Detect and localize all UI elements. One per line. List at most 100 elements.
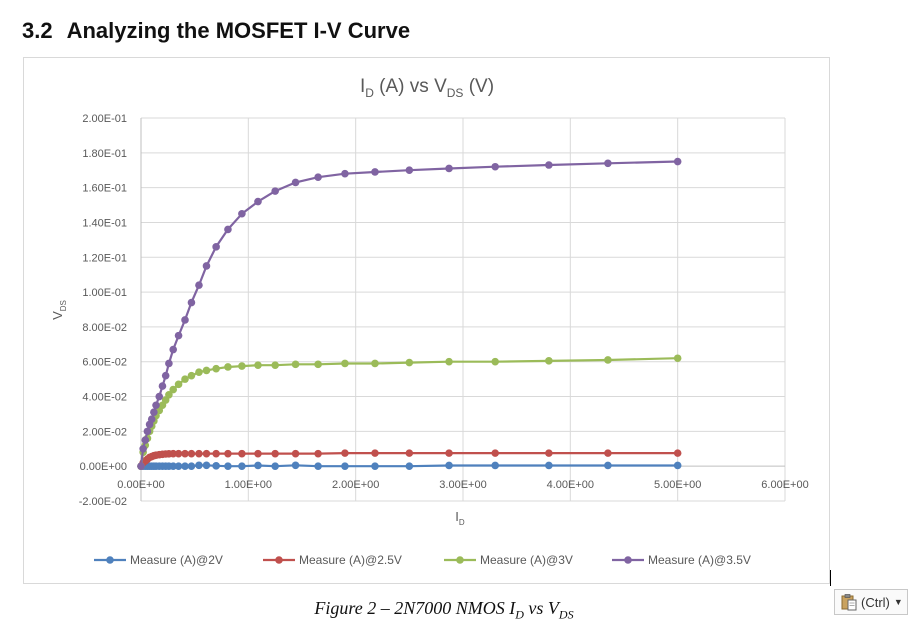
data-point bbox=[212, 364, 220, 373]
data-point bbox=[139, 444, 147, 453]
legend-swatch-marker bbox=[106, 556, 114, 564]
data-point bbox=[169, 449, 177, 458]
data-point bbox=[254, 449, 262, 458]
data-point bbox=[187, 371, 196, 380]
x-tick-label: 1.00E+00 bbox=[225, 479, 272, 491]
data-point bbox=[405, 166, 414, 175]
y-tick-label: 4.00E-02 bbox=[82, 392, 127, 404]
data-point bbox=[254, 361, 262, 370]
y-tick-label: 6.00E-02 bbox=[82, 357, 127, 369]
data-point bbox=[673, 354, 682, 363]
data-point bbox=[445, 164, 453, 173]
series-group bbox=[137, 157, 682, 470]
x-tick-label: 2.00E+00 bbox=[332, 479, 379, 491]
data-point bbox=[341, 169, 349, 178]
data-point bbox=[405, 462, 414, 470]
data-point bbox=[673, 461, 682, 470]
data-point bbox=[224, 363, 232, 371]
y-axis-label: VDS bbox=[50, 300, 68, 320]
data-point bbox=[341, 359, 349, 368]
data-point bbox=[143, 427, 152, 436]
data-point bbox=[271, 187, 279, 195]
paste-options-button[interactable]: (Ctrl) ▼ bbox=[834, 589, 908, 615]
data-point bbox=[195, 281, 203, 289]
data-point bbox=[604, 159, 612, 168]
data-point bbox=[491, 357, 500, 366]
data-point bbox=[314, 173, 322, 181]
y-tick-label: 1.80E-01 bbox=[82, 148, 127, 160]
data-point bbox=[195, 449, 203, 458]
data-point bbox=[195, 461, 203, 470]
clipboard-icon bbox=[841, 594, 857, 611]
data-point bbox=[181, 316, 189, 324]
data-point bbox=[673, 449, 682, 457]
legend-swatch-marker bbox=[275, 556, 283, 564]
legend-swatch-marker bbox=[456, 556, 464, 564]
data-point bbox=[291, 461, 300, 470]
data-point bbox=[174, 462, 183, 470]
series-line bbox=[139, 160, 678, 467]
legend: Measure (A)@2V Measure (A)@2.5V Measure (A… bbox=[94, 553, 751, 567]
y-tick-label: 2.00E-01 bbox=[82, 113, 127, 125]
data-point bbox=[371, 462, 379, 470]
data-point bbox=[371, 168, 379, 176]
data-point bbox=[545, 461, 553, 470]
x-tick-label: 4.00E+00 bbox=[547, 479, 594, 491]
data-point bbox=[212, 462, 220, 470]
data-point bbox=[195, 368, 203, 376]
data-point bbox=[169, 345, 177, 354]
y-tick-label: 1.20E-01 bbox=[82, 252, 127, 264]
data-point bbox=[291, 178, 300, 187]
section-number: 3.2 bbox=[22, 18, 53, 43]
data-point bbox=[491, 162, 500, 171]
legend-label: Measure (A)@2.5V bbox=[299, 553, 402, 567]
chevron-down-icon: ▼ bbox=[893, 597, 903, 607]
data-point bbox=[169, 462, 177, 470]
data-point bbox=[271, 361, 279, 370]
data-point bbox=[224, 462, 232, 470]
data-point bbox=[254, 197, 262, 206]
legend-label: Measure (A)@3V bbox=[480, 553, 573, 567]
data-point bbox=[202, 366, 211, 375]
chart-container[interactable]: -2.00E-02 0.00E+00 2.00E-02 4.00E-02 6.00E-0… bbox=[23, 57, 830, 584]
data-point bbox=[545, 357, 553, 365]
data-point bbox=[224, 225, 232, 234]
data-point bbox=[155, 392, 164, 401]
data-point bbox=[314, 360, 322, 369]
data-point bbox=[224, 449, 232, 458]
data-point bbox=[187, 462, 196, 470]
y-tick-label: 2.00E-02 bbox=[82, 426, 127, 438]
data-point bbox=[238, 209, 246, 218]
data-point bbox=[181, 449, 189, 458]
data-point bbox=[165, 391, 173, 399]
data-point bbox=[147, 415, 156, 423]
axes: -2.00E-02 0.00E+00 2.00E-02 4.00E-02 6.00E-0… bbox=[79, 113, 809, 508]
figure-caption: Figure 2 – 2N7000 NMOS ID vs VDS bbox=[314, 598, 574, 622]
data-point bbox=[202, 262, 211, 270]
data-point bbox=[254, 461, 262, 470]
data-point bbox=[187, 449, 196, 458]
data-point bbox=[291, 449, 300, 458]
data-point bbox=[238, 462, 246, 470]
data-point bbox=[445, 461, 453, 470]
section-heading: 3.2 Analyzing the MOSFET I-V Curve bbox=[22, 18, 410, 44]
data-point bbox=[445, 449, 453, 457]
legend-swatch-marker bbox=[624, 556, 632, 564]
x-axis-label: ID bbox=[455, 509, 465, 527]
text-cursor bbox=[830, 570, 831, 586]
data-point bbox=[491, 449, 500, 457]
data-point bbox=[181, 462, 189, 470]
data-point bbox=[174, 331, 183, 340]
y-tick-label: 8.00E-02 bbox=[82, 322, 127, 334]
data-point bbox=[371, 449, 379, 457]
data-point bbox=[202, 449, 211, 458]
data-point bbox=[212, 243, 220, 251]
data-point bbox=[238, 449, 246, 458]
data-point bbox=[212, 449, 220, 458]
data-point bbox=[604, 356, 612, 364]
data-point bbox=[141, 436, 150, 444]
data-point bbox=[150, 408, 158, 417]
data-point bbox=[271, 462, 279, 470]
data-point bbox=[341, 462, 349, 470]
x-tick-label: 5.00E+00 bbox=[654, 479, 701, 491]
